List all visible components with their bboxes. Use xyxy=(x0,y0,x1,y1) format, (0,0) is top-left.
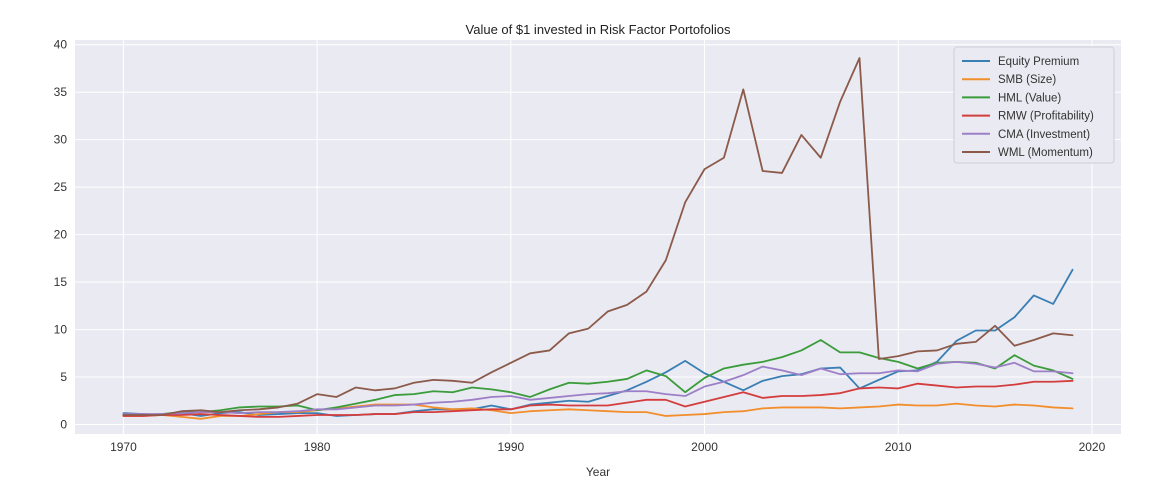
legend-label-rmw-profitability: RMW (Profitability) xyxy=(998,111,1094,123)
x-tick-label: 1970 xyxy=(110,440,137,454)
legend: Equity Premium SMB (Size) HML (Value) RMW (… xyxy=(953,46,1115,164)
y-tick-label: 10 xyxy=(54,323,68,337)
x-tick-label: 1980 xyxy=(304,440,331,454)
legend-box xyxy=(953,46,1115,164)
chart-title: Value of $1 invested in Risk Factor Port… xyxy=(466,22,731,37)
y-tick-label: 5 xyxy=(60,370,67,384)
series-layer xyxy=(122,57,1074,420)
legend-label-cma-investment: CMA (Investment) xyxy=(998,129,1090,141)
y-tick-label: 25 xyxy=(54,180,68,194)
plot-area xyxy=(75,40,1121,434)
series-line-rmw-profitability xyxy=(122,379,1074,418)
series-line-cma-investment xyxy=(122,360,1074,415)
y-tick-label: 15 xyxy=(54,275,68,289)
y-tick-label: 35 xyxy=(54,85,68,99)
legend-label-equity-premium: Equity Premium xyxy=(998,56,1079,68)
x-tick-label: 1990 xyxy=(497,440,524,454)
y-tick-label: 30 xyxy=(54,133,68,147)
series-line-wml-momentum xyxy=(122,57,1074,416)
x-tick-label: 2000 xyxy=(691,440,718,454)
legend-label-smb-size: SMB (Size) xyxy=(998,74,1056,86)
y-tick-label: 0 xyxy=(60,418,67,432)
x-axis-label: Year xyxy=(586,465,610,479)
y-tick-label: 40 xyxy=(54,38,68,52)
y-tick-labels: 0 5 10 15 20 25 30 35 40 xyxy=(54,38,68,432)
y-tick-label: 20 xyxy=(54,228,68,242)
x-tick-label: 2010 xyxy=(885,440,912,454)
grid xyxy=(75,40,1121,434)
legend-label-wml-momentum: WML (Momentum) xyxy=(998,147,1093,159)
legend-label-hml-value: HML (Value) xyxy=(998,92,1061,104)
x-tick-label: 2020 xyxy=(1079,440,1106,454)
x-tick-labels: 1970 1980 1990 2000 2010 2020 xyxy=(110,440,1106,454)
